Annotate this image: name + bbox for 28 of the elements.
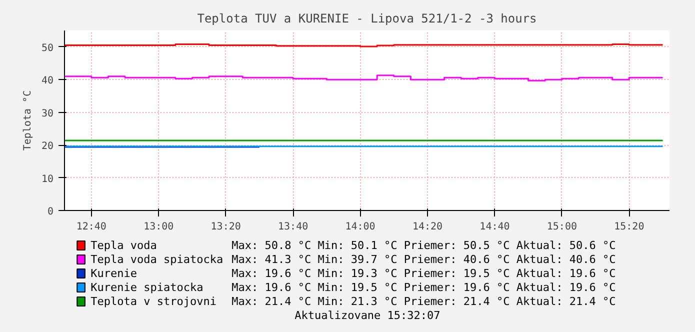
text: Max: 41.3 °C Min: 39.7 °C Priemer: 40.6 °C Aktual: 40.6 °C xyxy=(232,253,616,266)
x-tick-label: 15:00 xyxy=(546,222,578,232)
text: Max: 19.6 °C Min: 19.5 °C Priemer: 19.6 °C Aktual: 19.6 °C xyxy=(232,281,616,294)
y-tick-label: 30 xyxy=(41,108,54,120)
x-tick-label: 14:40 xyxy=(480,222,510,232)
text: Max: 50.8 °C Min: 50.1 °C Priemer: 50.5 °C Aktual: 50.6 °C xyxy=(232,239,616,252)
x-tick-label: 13:00 xyxy=(144,222,174,232)
y-tick-label: 10 xyxy=(41,174,54,185)
legend-label: Kurenie xyxy=(90,267,137,280)
x-tick-label: 14:00 xyxy=(345,222,376,232)
x-tick-label: 13:20 xyxy=(210,222,241,232)
legend-label: Tepla voda spiatocka xyxy=(90,253,224,266)
text: Max: 19.6 °C Min: 19.3 °C Priemer: 19.5 °C Aktual: 19.6 °C xyxy=(232,267,616,280)
x-tick-label: 14:20 xyxy=(412,222,443,232)
legend-label: Tepla voda xyxy=(90,239,157,252)
legend-label: Teplota v strojovni xyxy=(90,295,216,308)
x-tick-label: 15:20 xyxy=(614,222,644,232)
y-tick-label: 20 xyxy=(41,141,54,152)
legend-label: Kurenie spiatocka xyxy=(90,281,204,294)
y-tick-label: 50 xyxy=(41,42,54,54)
y-tick-label: 0 xyxy=(47,206,54,218)
y-axis-title: Teplota °C xyxy=(22,90,34,151)
x-tick-label: 13:40 xyxy=(278,222,308,232)
x-tick-label: 12:40 xyxy=(76,222,106,232)
text: Max: 21.4 °C Min: 21.3 °C Priemer: 21.4 °C Aktual: 21.4 °C xyxy=(232,295,616,308)
chart-title: Teplota TUV a KURENIE - Lipova 521/1-2 -3 hours xyxy=(197,12,537,26)
y-tick-label: 40 xyxy=(41,76,54,87)
text: Aktualizovane 15:32:07 xyxy=(294,309,440,322)
